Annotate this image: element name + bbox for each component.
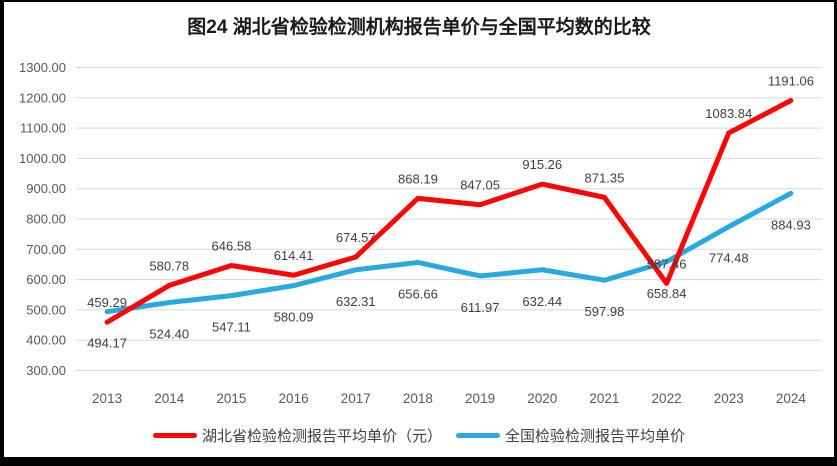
hubei-data-label: 646.58 (212, 238, 252, 253)
x-axis-tick-label: 2024 (776, 391, 807, 406)
y-axis-tick-label: 400.00 (26, 333, 66, 348)
hubei-data-label: 459.29 (87, 295, 127, 310)
y-axis-tick-label: 700.00 (26, 242, 66, 257)
x-axis-tick-label: 2013 (92, 391, 122, 406)
hubei-data-label: 868.19 (398, 171, 438, 186)
national-data-label: 524.40 (149, 327, 189, 342)
national-data-label: 580.09 (274, 310, 314, 325)
y-axis-tick-label: 1300.00 (19, 60, 66, 75)
hubei-data-label: 847.05 (460, 178, 500, 193)
y-axis-tick-label: 800.00 (26, 212, 66, 227)
national-series-swatch-icon (456, 433, 500, 438)
x-axis-tick-label: 2016 (279, 391, 309, 406)
y-axis-tick-label: 500.00 (26, 302, 66, 317)
national-data-label: 611.97 (461, 300, 500, 315)
x-axis-tick-label: 2021 (589, 391, 619, 406)
x-axis-tick-label: 2019 (465, 391, 495, 406)
x-axis-tick-label: 2020 (527, 391, 557, 406)
national-series-line (104, 190, 794, 315)
national-data-label: 656.66 (398, 286, 438, 301)
x-axis-tick-label: 2023 (714, 391, 744, 406)
y-axis-tick-label: 1200.00 (19, 90, 66, 105)
y-axis-tick-label: 300.00 (26, 363, 66, 378)
hubei-series-line (104, 98, 794, 325)
x-axis-tick-label: 2018 (403, 391, 433, 406)
hubei-data-label: 915.26 (522, 157, 562, 172)
legend-label-hubei: 湖北省检验检测报告平均单价（元） (201, 428, 442, 445)
x-axis-tick-label: 2017 (341, 391, 371, 406)
hubei-series-swatch-icon (152, 433, 197, 438)
legend-item-national: 全国检验检测报告平均单价 (456, 425, 685, 446)
national-data-label: 632.31 (336, 294, 376, 309)
national-data-label: 597.98 (585, 304, 625, 319)
hubei-data-label: 674.57 (336, 230, 376, 245)
hubei-data-label: 587.46 (647, 256, 687, 271)
hubei-data-label: 871.35 (585, 170, 625, 185)
hubei-data-label: 1191.06 (768, 74, 814, 89)
chart-title: 图24 湖北省检验检测机构报告单价与全国平均数的比较 (187, 17, 651, 38)
national-data-label: 884.93 (771, 217, 811, 232)
hubei-data-label: 580.78 (149, 258, 189, 273)
y-axis-tick-label: 1000.00 (19, 151, 66, 166)
national-data-label: 547.11 (212, 320, 251, 335)
national-data-label: 632.44 (522, 294, 562, 309)
national-data-label: 494.17 (87, 336, 127, 351)
price-comparison-line-chart: 300.00 400.00 500.00 600.00 700.00 800.00 900.… (19, 60, 822, 406)
hubei-data-label: 614.41 (274, 248, 314, 263)
y-axis-tick-label: 600.00 (26, 272, 66, 287)
y-axis-tick-label: 900.00 (26, 181, 66, 196)
y-axis-tick-label: 1100.00 (20, 121, 66, 136)
legend-label-national: 全国检验检测报告平均单价 (505, 428, 686, 445)
x-axis-tick-label: 2022 (652, 391, 682, 406)
legend-item-hubei: 湖北省检验检测报告平均单价（元） (152, 425, 442, 446)
chart-legend: 湖北省检验检测报告平均单价（元） 全国检验检测报告平均单价 (4, 425, 834, 446)
national-data-label: 658.84 (647, 286, 687, 301)
x-axis-tick-label: 2015 (216, 391, 246, 406)
x-axis-tick-label: 2014 (154, 391, 185, 406)
national-data-label: 774.48 (709, 251, 749, 266)
hubei-data-label: 1083.84 (705, 106, 752, 121)
